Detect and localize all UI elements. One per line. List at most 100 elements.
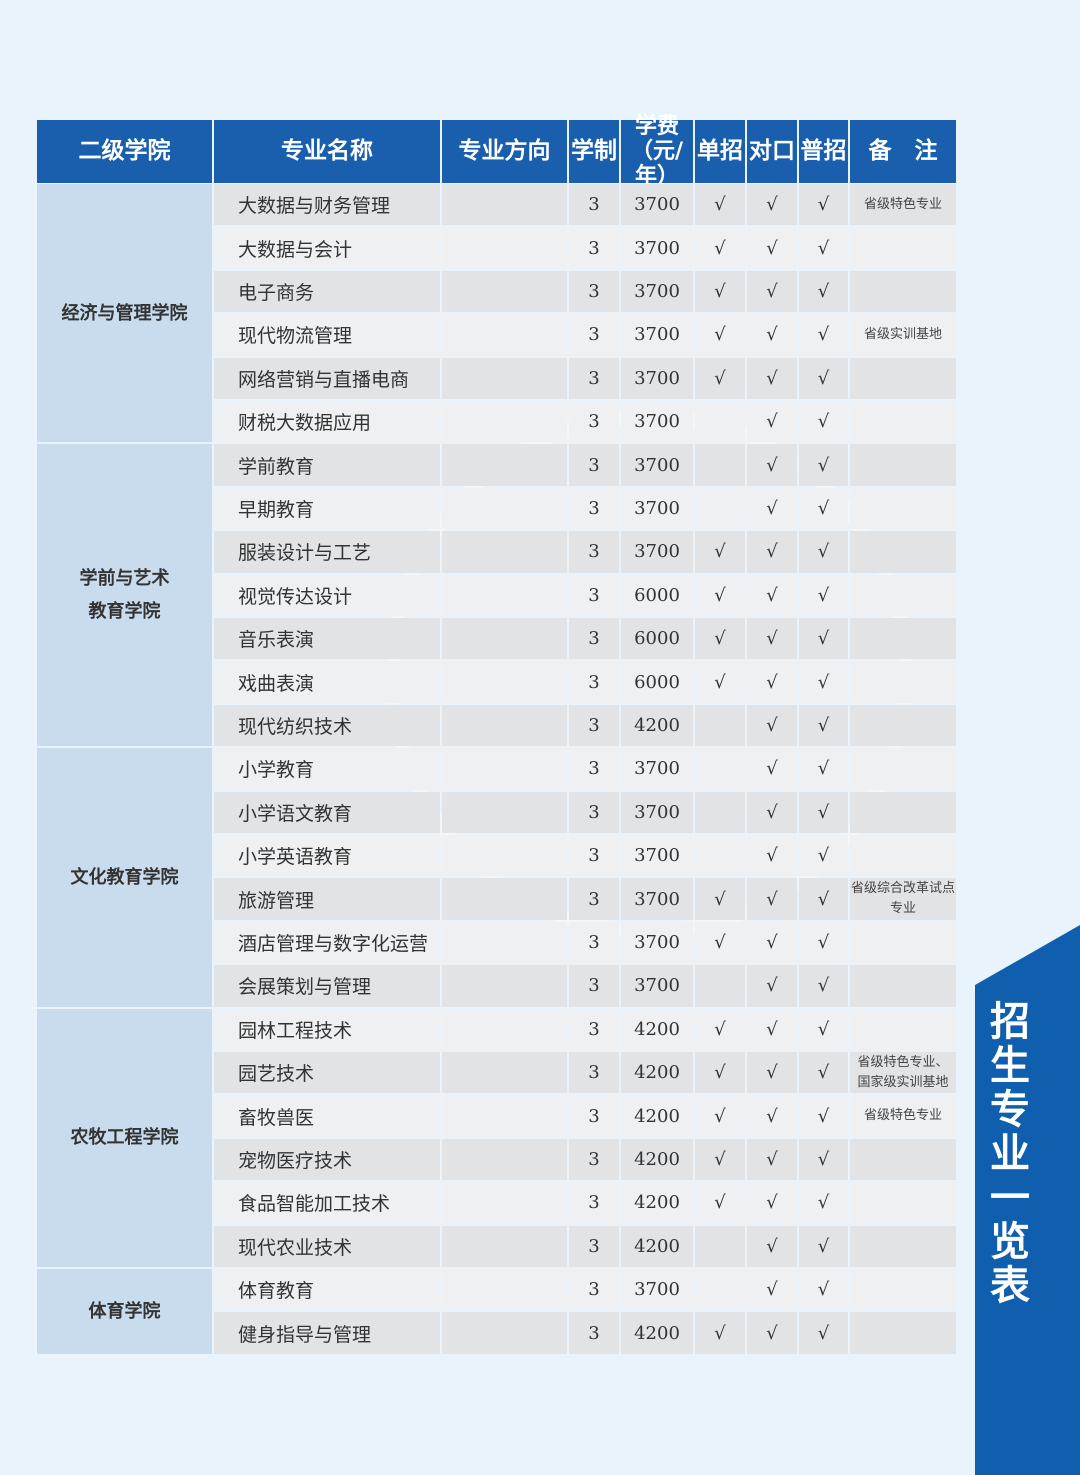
major-name: 小学教育: [214, 748, 440, 790]
years-cell: 3: [569, 1182, 619, 1224]
years-cell: 3: [569, 921, 619, 964]
danzhao-check-icon: √: [695, 314, 745, 356]
years-cell: 3: [569, 401, 619, 443]
note-cell: 省级特色专业: [850, 184, 956, 226]
danzhao-empty: [695, 487, 745, 530]
note-cell: [850, 1138, 956, 1181]
direction-cell: [442, 314, 567, 356]
major-name: 旅游管理: [214, 878, 440, 920]
danzhao-check-icon: √: [695, 357, 745, 399]
direction-cell: [442, 1269, 567, 1311]
note-cell: [850, 401, 956, 443]
header-college: 二级学院: [37, 120, 212, 183]
direction-cell: [442, 748, 567, 790]
direction-cell: [442, 835, 567, 877]
direction-cell: [442, 618, 567, 660]
duikou-check-icon: √: [747, 791, 797, 833]
duikou-check-icon: √: [747, 1052, 797, 1094]
danzhao-check-icon: √: [695, 227, 745, 269]
header-direction: 专业方向: [442, 120, 567, 183]
duikou-check-icon: √: [747, 357, 797, 399]
duikou-check-icon: √: [747, 835, 797, 877]
fee-cell: 4200: [621, 1095, 693, 1137]
danzhao-check-icon: √: [695, 618, 745, 660]
direction-cell: [442, 661, 567, 703]
danzhao-check-icon: √: [695, 1182, 745, 1224]
direction-cell: [442, 704, 567, 747]
duikou-check-icon: √: [747, 227, 797, 269]
duikou-check-icon: √: [747, 1225, 797, 1267]
years-cell: 3: [569, 1095, 619, 1137]
fee-cell: 3700: [621, 878, 693, 920]
years-cell: 3: [569, 1052, 619, 1094]
banner-title: 招生专业一览表: [990, 999, 1030, 1309]
note-cell: [850, 1225, 956, 1267]
danzhao-check-icon: √: [695, 574, 745, 616]
puzhao-check-icon: √: [799, 1312, 848, 1354]
duikou-check-icon: √: [747, 704, 797, 747]
fee-cell: 3700: [621, 965, 693, 1007]
note-cell: [850, 1008, 956, 1050]
duikou-check-icon: √: [747, 487, 797, 530]
puzhao-check-icon: √: [799, 1095, 848, 1137]
fee-cell: 6000: [621, 574, 693, 616]
major-name: 服装设计与工艺: [214, 531, 440, 573]
direction-cell: [442, 921, 567, 964]
years-cell: 3: [569, 835, 619, 877]
years-cell: 3: [569, 965, 619, 1007]
years-cell: 3: [569, 227, 619, 269]
note-cell: [850, 227, 956, 269]
direction-cell: [442, 184, 567, 226]
danzhao-check-icon: √: [695, 184, 745, 226]
note-cell: [850, 357, 956, 399]
fee-cell: 3700: [621, 270, 693, 313]
puzhao-check-icon: √: [799, 791, 848, 833]
direction-cell: [442, 1008, 567, 1050]
puzhao-check-icon: √: [799, 1138, 848, 1181]
fee-cell: 4200: [621, 1052, 693, 1094]
years-cell: 3: [569, 1225, 619, 1267]
duikou-check-icon: √: [747, 618, 797, 660]
danzhao-check-icon: √: [695, 1095, 745, 1137]
fee-cell: 3700: [621, 184, 693, 226]
fee-cell: 3700: [621, 531, 693, 573]
duikou-check-icon: √: [747, 1095, 797, 1137]
direction-cell: [442, 1095, 567, 1137]
puzhao-check-icon: √: [799, 487, 848, 530]
danzhao-check-icon: √: [695, 270, 745, 313]
major-name: 现代农业技术: [214, 1225, 440, 1267]
years-cell: 3: [569, 618, 619, 660]
major-name: 酒店管理与数字化运营: [214, 921, 440, 964]
puzhao-check-icon: √: [799, 1269, 848, 1311]
side-banner: [975, 925, 1080, 1475]
fee-cell: 3700: [621, 357, 693, 399]
fee-cell: 3700: [621, 487, 693, 530]
major-name: 电子商务: [214, 270, 440, 313]
danzhao-empty: [695, 1269, 745, 1311]
duikou-check-icon: √: [747, 878, 797, 920]
duikou-check-icon: √: [747, 531, 797, 573]
danzhao-check-icon: √: [695, 878, 745, 920]
note-cell: [850, 1182, 956, 1224]
puzhao-check-icon: √: [799, 401, 848, 443]
note-cell: 省级综合改革试点专业: [850, 878, 956, 920]
college-cell: 体育学院: [37, 1269, 212, 1354]
major-name: 园艺技术: [214, 1052, 440, 1094]
note-cell: [850, 791, 956, 833]
note-cell: [850, 270, 956, 313]
danzhao-check-icon: √: [695, 921, 745, 964]
puzhao-check-icon: √: [799, 878, 848, 920]
fee-cell: 3700: [621, 401, 693, 443]
puzhao-check-icon: √: [799, 661, 848, 703]
note-cell: [850, 618, 956, 660]
note-cell: [850, 531, 956, 573]
direction-cell: [442, 965, 567, 1007]
puzhao-check-icon: √: [799, 748, 848, 790]
fee-cell: 3700: [621, 748, 693, 790]
fee-cell: 4200: [621, 704, 693, 747]
years-cell: 3: [569, 531, 619, 573]
note-cell: 省级特色专业: [850, 1095, 956, 1137]
puzhao-check-icon: √: [799, 921, 848, 964]
direction-cell: [442, 487, 567, 530]
puzhao-check-icon: √: [799, 1182, 848, 1224]
